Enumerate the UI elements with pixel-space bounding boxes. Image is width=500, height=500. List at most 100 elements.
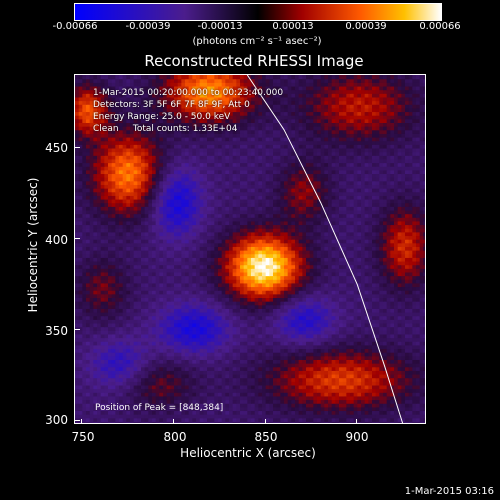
heatmap-cell xyxy=(229,406,234,412)
heatmap-cell xyxy=(100,286,105,291)
heatmap-cell xyxy=(163,297,168,302)
heatmap-cell xyxy=(221,373,226,379)
heatmap-cell xyxy=(379,384,384,390)
heatmap-cell xyxy=(265,388,270,393)
heatmap-cell xyxy=(302,286,307,291)
heatmap-cell xyxy=(284,315,289,320)
heatmap-cell xyxy=(309,260,314,266)
heatmap-cell xyxy=(405,286,410,291)
heatmap-cell xyxy=(331,308,336,313)
heatmap-cell xyxy=(111,414,116,419)
heatmap-cell xyxy=(397,414,402,419)
heatmap-cell xyxy=(258,414,263,419)
heatmap-cell xyxy=(383,359,388,364)
heatmap-cell xyxy=(375,421,380,423)
heatmap-cell xyxy=(328,381,333,386)
heatmap-cell xyxy=(207,381,212,386)
heatmap-cell xyxy=(119,355,124,360)
heatmap-cell xyxy=(163,399,168,404)
heatmap-cell xyxy=(287,293,292,298)
heatmap-cell xyxy=(291,242,296,247)
heatmap-cell xyxy=(111,355,116,360)
heatmap-cell xyxy=(196,373,201,379)
heatmap-cell xyxy=(339,290,344,295)
heatmap-cell xyxy=(119,242,124,247)
heatmap-cell xyxy=(328,293,333,298)
heatmap-cell xyxy=(155,403,160,408)
heatmap-cell xyxy=(207,359,212,364)
heatmap-cell xyxy=(159,319,164,324)
heatmap-cell xyxy=(82,330,87,335)
heatmap-cell xyxy=(214,250,219,255)
heatmap-cell xyxy=(258,290,263,295)
heatmap-cell xyxy=(240,348,245,353)
heatmap-cell xyxy=(130,304,135,309)
heatmap-cell xyxy=(273,290,278,295)
heatmap-cell xyxy=(262,352,267,357)
heatmap-cell xyxy=(401,414,406,419)
heatmap-cell xyxy=(295,322,300,328)
heatmap-cell xyxy=(287,330,292,335)
heatmap-cell xyxy=(383,410,388,415)
heatmap-cell xyxy=(295,417,300,422)
heatmap-cell xyxy=(419,279,424,284)
heatmap-cell xyxy=(148,388,153,393)
heatmap-cell xyxy=(159,322,164,328)
heatmap-cell xyxy=(390,279,395,284)
heatmap-cell xyxy=(258,304,263,309)
heatmap-cell xyxy=(126,326,131,331)
heatmap-cell xyxy=(258,315,263,320)
heatmap-cell xyxy=(159,399,164,404)
heatmap-cell xyxy=(221,319,226,324)
heatmap-cell xyxy=(379,282,384,288)
heatmap-cell xyxy=(368,297,373,302)
heatmap-cell xyxy=(342,264,347,269)
heatmap-cell xyxy=(254,370,259,375)
heatmap-cell xyxy=(166,359,171,364)
heatmap-cell xyxy=(368,410,373,415)
heatmap-cell xyxy=(181,352,186,357)
heatmap-cell xyxy=(104,319,109,324)
heatmap-cell xyxy=(221,330,226,335)
heatmap-cell xyxy=(397,373,402,379)
heatmap-cell xyxy=(243,290,248,295)
heatmap-cell xyxy=(199,239,204,244)
heatmap-cell xyxy=(119,271,124,277)
heatmap-cell xyxy=(284,341,289,346)
heatmap-cell xyxy=(324,341,329,346)
heatmap-cell xyxy=(210,297,215,302)
heatmap-cell xyxy=(412,290,417,295)
heatmap-cell xyxy=(89,421,94,423)
heatmap-cell xyxy=(342,242,347,247)
heatmap-cell xyxy=(243,246,248,251)
heatmap-cell xyxy=(291,260,296,266)
heatmap-cell xyxy=(144,344,149,350)
heatmap-cell xyxy=(163,348,168,353)
heatmap-cell xyxy=(262,395,267,401)
heatmap-cell xyxy=(243,330,248,335)
heatmap-cell xyxy=(78,410,83,415)
heatmap-cell xyxy=(353,330,358,335)
heatmap-cell xyxy=(265,403,270,408)
heatmap-cell xyxy=(320,388,325,393)
heatmap-cell xyxy=(229,359,234,364)
heatmap-cell xyxy=(141,414,146,419)
heatmap-cell xyxy=(368,370,373,375)
heatmap-cell xyxy=(254,373,259,379)
heatmap-cell xyxy=(89,348,94,353)
heatmap-cell xyxy=(339,271,344,277)
heatmap-cell xyxy=(111,239,116,244)
heatmap-cell xyxy=(144,286,149,291)
heatmap-cell xyxy=(122,246,127,251)
heatmap-cell xyxy=(298,406,303,412)
heatmap-cell xyxy=(353,253,358,258)
heatmap-cell xyxy=(185,282,190,288)
heatmap-cell xyxy=(86,260,91,266)
heatmap-cell xyxy=(276,399,281,404)
heatmap-cell xyxy=(170,250,175,255)
heatmap-cell xyxy=(379,268,384,273)
heatmap-cell xyxy=(218,319,223,324)
heatmap-cell xyxy=(144,381,149,386)
heatmap-cell xyxy=(342,388,347,393)
heatmap-cell xyxy=(78,301,83,306)
